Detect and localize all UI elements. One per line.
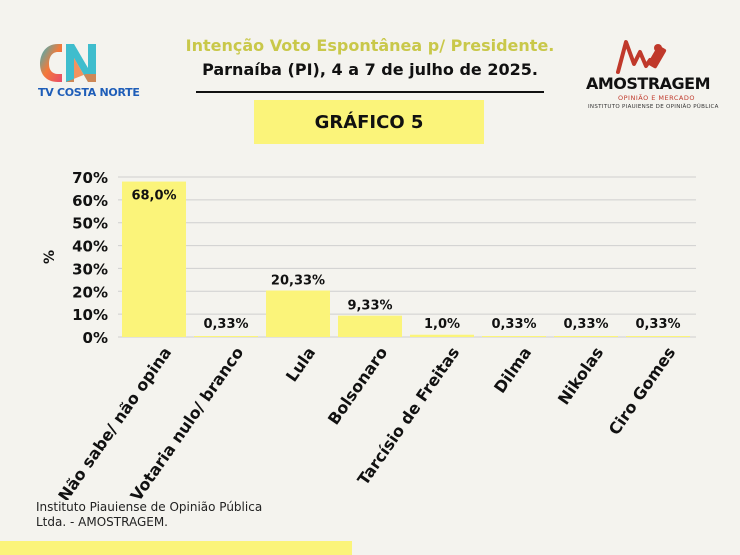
bar [266, 290, 330, 337]
chart-number-label: GRÁFICO 5 [314, 111, 424, 133]
data-label: 1,0% [424, 317, 460, 332]
x-tick-label: Dilma [490, 343, 535, 396]
bar [410, 334, 474, 337]
amostragem-institute: INSTITUTO PIAUIENSE DE OPINIÃO PÚBLICA [588, 104, 719, 110]
chart-subtitle: Parnaíba (PI), 4 a 7 de julho de 2025. [202, 60, 538, 79]
bar [338, 315, 402, 337]
y-tick-label: 20% [72, 283, 108, 301]
y-tick-label: 0% [83, 329, 108, 347]
data-label: 20,33% [271, 274, 325, 289]
chart-number-tag: GRÁFICO 5 [254, 100, 484, 144]
amostragem-name: AMOSTRAGEM [586, 74, 711, 93]
y-tick-label: 40% [72, 238, 108, 256]
x-tick-label: Lula [282, 343, 319, 385]
x-tick-label: Bolsonaro [324, 343, 391, 428]
data-label: 0,33% [491, 317, 536, 332]
chart-title: Intenção Voto Espontânea p/ Presidente. [185, 36, 555, 55]
y-axis-label: % [42, 250, 58, 264]
data-label: 9,33% [347, 299, 392, 314]
source-footnote: Instituto Piauiense de Opinião Pública L… [36, 500, 263, 529]
data-label: 68,0% [131, 189, 176, 204]
amostragem-logo [616, 40, 667, 74]
y-tick-label: 50% [72, 215, 108, 233]
data-label: 0,33% [203, 317, 248, 332]
y-tick-label: 10% [72, 306, 108, 324]
title-divider [196, 91, 544, 93]
y-tick-label: 70% [72, 169, 108, 187]
y-tick-label: 30% [72, 260, 108, 278]
bar [554, 336, 618, 337]
bar [194, 336, 258, 337]
bar [482, 336, 546, 337]
data-label: 0,33% [635, 317, 680, 332]
x-tick-label: Ciro Gomes [605, 343, 680, 438]
bar-chart: 0%10%20%30%40%50%60%70%%68,0%Não sabe/ n… [42, 169, 696, 500]
footer-accent-bar [0, 541, 352, 555]
x-tick-label: Nikolas [554, 343, 607, 408]
amostragem-tagline: OPINIÃO E MERCADO [618, 94, 695, 102]
tv-costa-norte-logo [40, 44, 96, 82]
tv-costa-norte-name: TV COSTA NORTE [38, 86, 140, 99]
bar [626, 336, 690, 337]
bar [122, 181, 186, 337]
y-tick-label: 60% [72, 192, 108, 210]
data-label: 0,33% [563, 317, 608, 332]
